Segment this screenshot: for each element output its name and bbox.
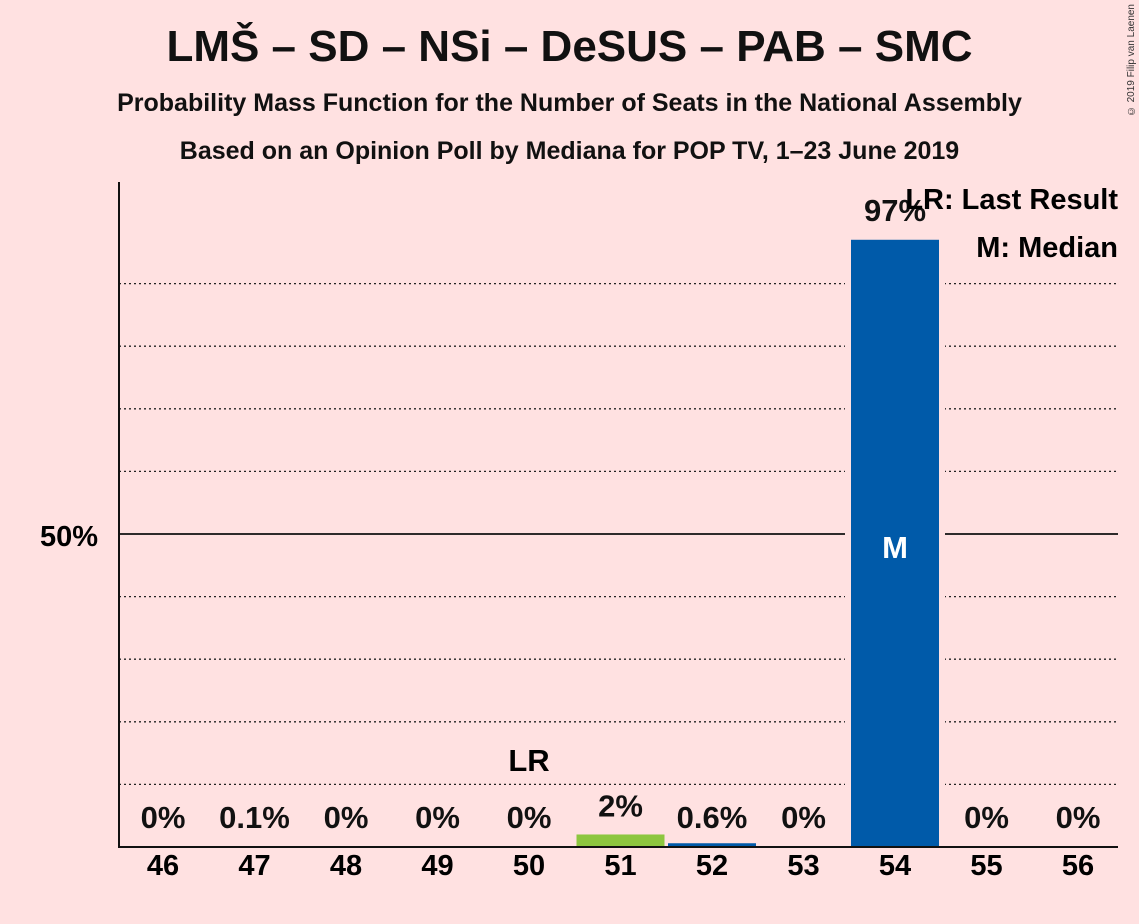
x-tick-label: 55 [970,850,1002,882]
data-label: 0% [141,800,186,835]
x-tick-label: 54 [879,850,911,882]
x-tick-label: 49 [421,850,453,882]
bar [851,239,939,847]
legend-last-result: LR: Last Result [905,184,1118,216]
x-tick-label: 48 [330,850,362,882]
x-tick-label: 47 [238,850,270,882]
chart-title: LMŠ – SD – NSi – DeSUS – PAB – SMC [166,22,973,71]
data-label: 0.1% [219,800,290,835]
x-tick-label: 50 [513,850,545,882]
chart-subtitle: Probability Mass Function for the Number… [117,89,1022,117]
x-tick-label: 51 [604,850,636,882]
data-label: 0% [415,800,460,835]
chart-subtitle-source: Based on an Opinion Poll by Mediana for … [179,137,960,165]
y-tick-label: 50% [40,521,98,553]
data-label: 0% [964,800,1009,835]
data-label: 0.6% [677,800,748,835]
x-tick-label: 53 [787,850,819,882]
last-result-marker: LR [508,743,549,778]
bar [576,834,665,847]
x-tick-label: 56 [1062,850,1094,882]
bar [668,843,756,847]
data-label: 97% [864,193,926,228]
median-marker: M [882,530,908,565]
x-tick-label: 52 [696,850,728,882]
legend-median: M: Median [976,232,1118,264]
x-tick-label: 46 [147,850,179,882]
data-label: 2% [598,788,643,823]
data-label: 0% [1056,800,1101,835]
data-label: 0% [324,800,369,835]
data-label: 0% [781,800,826,835]
data-label: 0% [507,800,552,835]
